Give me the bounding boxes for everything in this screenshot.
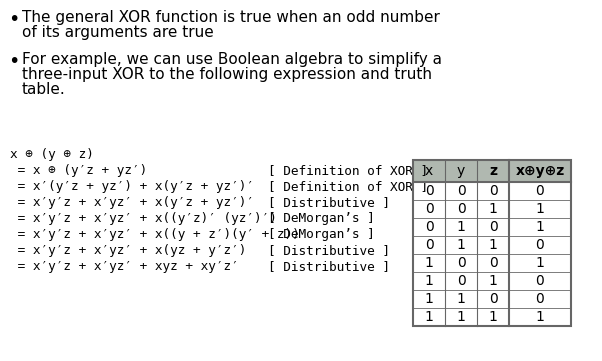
Text: [ DeMorgan’s ]: [ DeMorgan’s ] [268, 212, 375, 225]
Text: [ DeMorgan’s ]: [ DeMorgan’s ] [268, 228, 375, 241]
Text: = x′y′z + x′yz′ + x((y + z′)(y′ + z)): = x′y′z + x′yz′ + x((y + z′)(y′ + z)) [10, 228, 300, 241]
Text: 1: 1 [536, 220, 544, 234]
Text: 0: 0 [536, 274, 544, 288]
Text: table.: table. [22, 82, 66, 97]
Text: 0: 0 [536, 238, 544, 252]
Text: of its arguments are true: of its arguments are true [22, 25, 214, 40]
Text: 1: 1 [489, 310, 497, 324]
Bar [413, 160, 571, 182]
Text: 1: 1 [424, 310, 433, 324]
Text: 1: 1 [456, 292, 465, 306]
Text: 1: 1 [456, 238, 465, 252]
Text: •: • [8, 52, 19, 71]
Text: [ Definition of XOR ]: [ Definition of XOR ] [268, 164, 428, 177]
Text: = x′y′z + x′yz′ + x(y′z + yz′)′: = x′y′z + x′yz′ + x(y′z + yz′)′ [10, 196, 254, 209]
Text: 0: 0 [489, 292, 497, 306]
Text: 1: 1 [489, 238, 497, 252]
Text: 1: 1 [536, 310, 544, 324]
Text: = x′y′z + x′yz′ + x(yz + y′z′): = x′y′z + x′yz′ + x(yz + y′z′) [10, 244, 246, 257]
Text: •: • [8, 10, 19, 29]
Text: y: y [457, 164, 465, 178]
Text: = x′y′z + x′yz′ + xyz + xy′z′: = x′y′z + x′yz′ + xyz + xy′z′ [10, 260, 239, 273]
Text: 0: 0 [489, 184, 497, 198]
Text: x⊕y⊕z: x⊕y⊕z [515, 164, 565, 178]
Text: 0: 0 [489, 220, 497, 234]
Text: = x′y′z + x′yz′ + x((y′z)′ (yz′)′): = x′y′z + x′yz′ + x((y′z)′ (yz′)′) [10, 212, 277, 225]
Text: 1: 1 [536, 202, 544, 216]
Text: 1: 1 [456, 220, 465, 234]
Text: 1: 1 [489, 202, 497, 216]
Text: 1: 1 [424, 292, 433, 306]
Text: 0: 0 [536, 184, 544, 198]
Text: 1: 1 [424, 274, 433, 288]
Text: For example, we can use Boolean algebra to simplify a: For example, we can use Boolean algebra … [22, 52, 442, 67]
Text: 0: 0 [457, 184, 465, 198]
Text: [ Distributive ]: [ Distributive ] [268, 260, 390, 273]
Text: 0: 0 [424, 184, 433, 198]
Text: 0: 0 [424, 220, 433, 234]
Text: z: z [489, 164, 497, 178]
Text: x ⊕ (y ⊕ z): x ⊕ (y ⊕ z) [10, 148, 94, 161]
Text: 0: 0 [457, 256, 465, 270]
Text: 0: 0 [489, 256, 497, 270]
Text: 1: 1 [536, 256, 544, 270]
Text: 0: 0 [424, 202, 433, 216]
Text: 0: 0 [424, 238, 433, 252]
Text: [ Definition of XOR ]: [ Definition of XOR ] [268, 180, 428, 193]
Text: = x ⊕ (y′z + yz′): = x ⊕ (y′z + yz′) [10, 164, 147, 177]
Text: x: x [425, 164, 433, 178]
Text: three-input XOR to the following expression and truth: three-input XOR to the following express… [22, 67, 432, 82]
Text: The general XOR function is true when an odd number: The general XOR function is true when an… [22, 10, 440, 25]
Bar [413, 160, 571, 326]
Text: 1: 1 [489, 274, 497, 288]
Text: = x′(y′z + yz′) + x(y′z + yz′)′: = x′(y′z + yz′) + x(y′z + yz′)′ [10, 180, 254, 193]
Text: 1: 1 [456, 310, 465, 324]
Text: [ Distributive ]: [ Distributive ] [268, 196, 390, 209]
Text: 0: 0 [457, 274, 465, 288]
Text: [ Distributive ]: [ Distributive ] [268, 244, 390, 257]
Text: 1: 1 [424, 256, 433, 270]
Text: 0: 0 [457, 202, 465, 216]
Text: 0: 0 [536, 292, 544, 306]
